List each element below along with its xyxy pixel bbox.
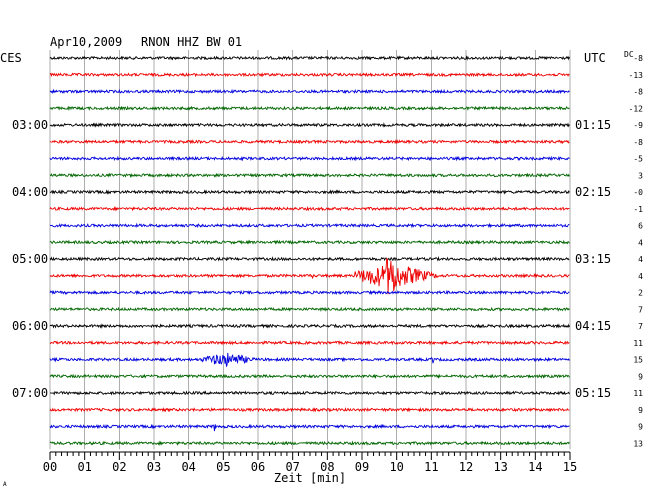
x-tick-label: 13: [493, 460, 507, 474]
dc-offset-label: -5: [633, 155, 643, 164]
dc-offset-label: 9: [638, 423, 643, 432]
right-time-label: 03:15: [575, 252, 611, 266]
dc-offset-label: 11: [633, 339, 643, 348]
x-tick-label: 03: [147, 460, 161, 474]
x-tick-label: 04: [181, 460, 195, 474]
x-tick-label: 00: [43, 460, 57, 474]
seismic-trace: [49, 423, 570, 432]
seismic-trace: [49, 139, 570, 145]
dc-offset-label: 11: [633, 389, 643, 398]
x-axis-title: Zeit [min]: [274, 471, 346, 485]
trace-group: [49, 55, 570, 447]
seismic-trace: [49, 373, 570, 380]
dc-offset-label: 4: [638, 255, 643, 264]
x-tick-label: 12: [459, 460, 473, 474]
seismic-trace: [49, 88, 570, 95]
x-axis: 00 01 02 03 04 05 06 07 08 09 10 11 12 13 14 15: [43, 451, 577, 474]
seismic-trace: [50, 390, 570, 396]
dc-offset-label: 4: [638, 272, 643, 281]
right-time-label: 02:15: [575, 185, 611, 199]
right-time-label: 05:15: [575, 386, 611, 400]
x-tick-label: 14: [528, 460, 542, 474]
left-time-label: 07:00: [12, 386, 48, 400]
dc-header-label: DC: [624, 50, 634, 59]
left-time-label: 05:00: [12, 252, 48, 266]
dc-offset-label: 15: [633, 356, 643, 365]
x-tick-label: 08: [320, 460, 334, 474]
dc-offset-label: 13: [633, 439, 643, 448]
dc-offset-label: 7: [638, 305, 643, 314]
dc-offset-label: 6: [638, 222, 643, 231]
seismic-trace: [49, 71, 570, 78]
seismic-trace: [49, 256, 570, 262]
x-tick-label: 06: [251, 460, 265, 474]
seismic-trace: [49, 352, 570, 368]
seismic-trace: [49, 257, 570, 295]
x-tick-label: 11: [424, 460, 438, 474]
dc-offset-label: -0: [633, 188, 643, 197]
dc-offset-label: 4: [638, 238, 643, 247]
seismic-trace: [49, 205, 570, 212]
seismic-trace: [49, 122, 570, 128]
seismic-trace: [49, 323, 570, 329]
footer-mark: A: [3, 481, 7, 488]
date-label: Apr10,2009: [50, 35, 122, 49]
right-time-labels: 01:15 02:15 03:15 04:15 05:15: [575, 118, 611, 400]
dc-offset-label: 2: [638, 289, 643, 298]
dc-offset-label: -8: [633, 88, 643, 97]
right-time-label: 01:15: [575, 118, 611, 132]
seismic-trace: [49, 239, 570, 245]
seismic-trace: [49, 189, 570, 195]
dc-offset-label: 9: [638, 372, 643, 381]
x-tick-label: 01: [77, 460, 91, 474]
seismic-trace: [49, 289, 570, 296]
seismic-trace: [49, 55, 570, 61]
left-timezone-label: CES: [0, 51, 22, 65]
dc-offset-label: -8: [633, 138, 643, 147]
station-label: RNON HHZ BW 01: [141, 35, 242, 49]
dc-offset-label: -1: [633, 205, 643, 214]
x-tick-label: 02: [112, 460, 126, 474]
dc-offset-label: 3: [638, 171, 643, 180]
left-time-label: 03:00: [12, 118, 48, 132]
x-tick-label: 05: [216, 460, 230, 474]
seismic-trace: [49, 440, 570, 447]
dc-offset-label: 7: [638, 322, 643, 331]
seismic-trace: [49, 222, 570, 229]
left-time-labels: 03:00 04:00 05:00 06:00 07:00: [12, 118, 48, 400]
time-grid: [49, 50, 571, 450]
left-time-label: 06:00: [12, 319, 48, 333]
dc-offset-labels: -8 -13 -8 -12 -9 -8 -5 3 -0 -1 6 4 4 4 2 7 7 11 15 9 11 9 9 13: [629, 54, 644, 448]
right-timezone-label: UTC: [584, 51, 606, 65]
x-tick-label: 15: [563, 460, 577, 474]
seismic-trace: [49, 105, 570, 112]
dc-offset-label: -8: [633, 54, 643, 63]
dc-offset-label: -12: [629, 104, 644, 113]
seismic-trace: [49, 172, 570, 178]
dc-offset-label: -9: [633, 121, 643, 130]
left-time-label: 04:00: [12, 185, 48, 199]
seismic-trace: [49, 155, 570, 162]
dc-offset-label: 9: [638, 406, 643, 415]
dc-offset-label: -13: [629, 71, 644, 80]
x-tick-label: 07: [285, 460, 299, 474]
seismic-trace: [49, 306, 570, 312]
x-tick-label: 09: [355, 460, 369, 474]
seismic-trace: [49, 407, 570, 413]
right-time-label: 04:15: [575, 319, 611, 333]
x-tick-label: 10: [389, 460, 403, 474]
seismic-trace: [49, 340, 570, 346]
